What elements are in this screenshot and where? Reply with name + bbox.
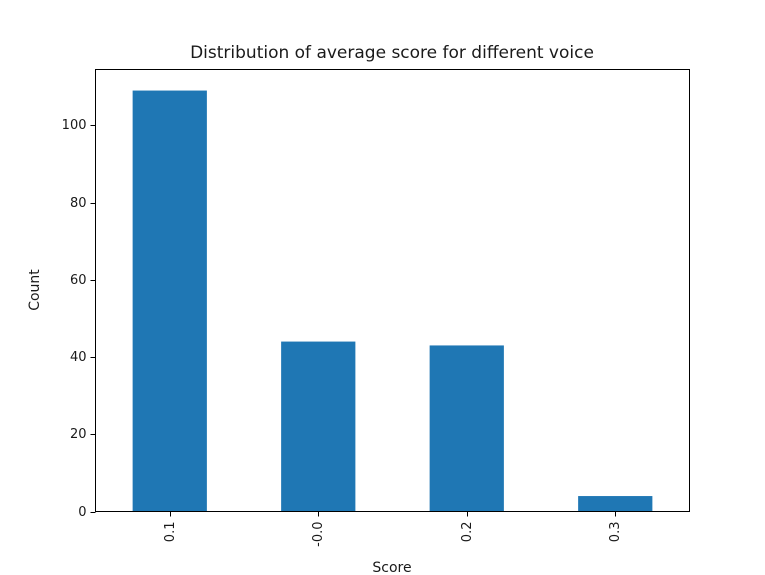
x-tick-label-2: 0.2 [460, 522, 475, 543]
bars-layer [132, 90, 653, 512]
y-tick-label-1: 20 [70, 427, 87, 442]
y-tick-label-0: 0 [78, 505, 86, 520]
y-axis-label: Count [27, 269, 43, 311]
bar-2 [429, 345, 504, 512]
x-tick-label-3: 0.3 [608, 522, 623, 543]
plot-frame [95, 69, 690, 512]
bar-0 [132, 90, 207, 512]
y-tick-label-4: 80 [70, 196, 87, 211]
bar-1 [281, 341, 356, 512]
chart-title: Distribution of average score for differ… [190, 43, 594, 63]
bar-3 [578, 496, 653, 512]
y-tick-label-2: 40 [70, 350, 87, 365]
y-tick-label-3: 60 [70, 273, 87, 288]
x-axis-label: Score [372, 560, 411, 575]
y-tick-label-5: 100 [62, 118, 87, 133]
y-axis: 0 20 40 60 80 100 [62, 118, 96, 520]
x-tick-label-1: -0.0 [311, 522, 326, 547]
x-tick-label-0: 0.1 [163, 522, 178, 543]
x-axis: 0.1 -0.0 0.2 0.3 [163, 511, 623, 547]
